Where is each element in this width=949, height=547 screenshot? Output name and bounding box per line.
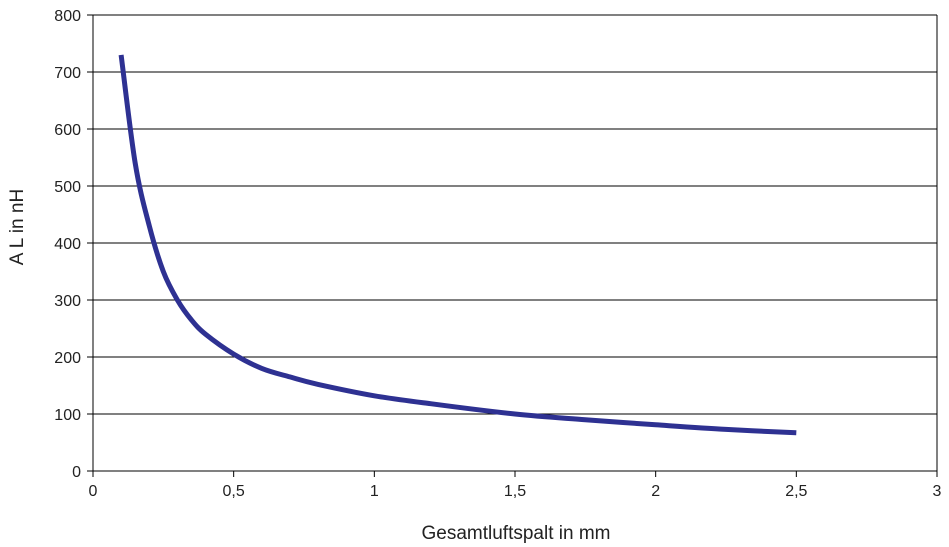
grid-lines xyxy=(93,14,937,415)
x-tick-label-1: 0,5 xyxy=(223,483,245,500)
x-axis-title: Gesamtluftspalt in mm xyxy=(422,523,611,544)
x-tick-label-3: 1,5 xyxy=(504,483,526,500)
y-tick-label-6: 600 xyxy=(54,122,81,139)
x-tick-label-4: 2 xyxy=(651,483,660,500)
y-tick-label-5: 500 xyxy=(54,179,81,196)
tick-labels: 0 100 200 300 400 500 600 700 800 0 0,5 1 1,5 2 2,5 3 xyxy=(54,8,941,500)
x-tick-label-5: 2,5 xyxy=(785,483,807,500)
x-tick-label-0: 0 xyxy=(89,483,98,500)
y-axis-title: A L in nH xyxy=(7,189,28,265)
y-tick-label-1: 100 xyxy=(54,407,81,424)
series-line-0 xyxy=(118,54,797,436)
y-tick-label-2: 200 xyxy=(54,350,81,367)
y-tick-label-7: 700 xyxy=(54,65,81,82)
y-tick-label-8: 800 xyxy=(54,8,81,25)
y-tick-label-4: 400 xyxy=(54,236,81,253)
y-tick-label-3: 300 xyxy=(54,293,81,310)
series-layer xyxy=(118,54,797,436)
y-tick-label-0: 0 xyxy=(72,464,81,481)
x-tick-label-6: 3 xyxy=(933,483,942,500)
x-tick-label-2: 1 xyxy=(370,483,379,500)
